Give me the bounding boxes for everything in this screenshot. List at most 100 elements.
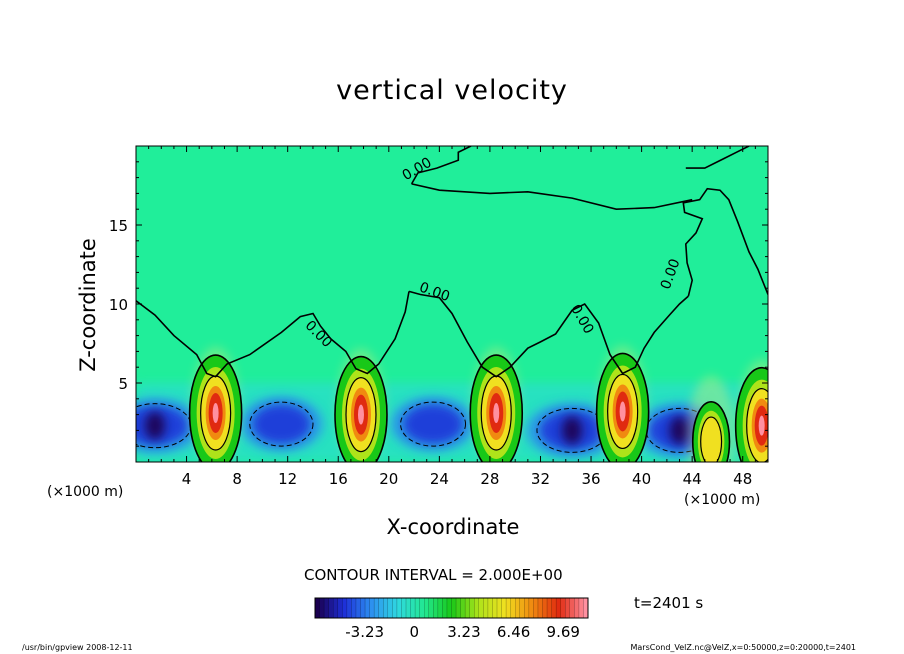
colorbar-cell — [519, 598, 525, 618]
colorbar-cell — [374, 598, 380, 618]
colorbar-cell — [460, 598, 466, 618]
colorbar-cell — [360, 598, 366, 618]
colorbar-cell — [560, 598, 566, 618]
colorbar-cell — [378, 598, 384, 618]
colorbar-cell — [428, 598, 434, 618]
x-tick-label: 12 — [278, 470, 297, 488]
colorbar-cell — [383, 598, 389, 618]
updraft-core — [758, 415, 765, 436]
colorbar-cell — [319, 598, 325, 618]
downdraft-core — [562, 416, 583, 445]
colorbar-cell — [569, 598, 575, 618]
updraft-contour-inner — [607, 373, 639, 450]
colorbar-tick-label: 0 — [410, 623, 420, 641]
colorbar-cell — [474, 598, 480, 618]
x-tick-label: 32 — [531, 470, 550, 488]
zero-contour — [682, 187, 768, 297]
footer-right: MarsCond_VelZ.nc@VelZ,x=0:50000,z=0:2000… — [630, 643, 857, 652]
zero-contour — [411, 183, 693, 211]
zero-contour — [408, 290, 689, 378]
colorbar-cell — [396, 598, 402, 618]
colorbar-cell — [442, 598, 448, 618]
x-axis-label: X-coordinate — [386, 515, 520, 539]
updraft-contour — [469, 354, 524, 462]
colorbar-cell — [406, 598, 412, 618]
colorbar-cell — [456, 598, 462, 618]
chart-title: vertical velocity — [336, 75, 568, 106]
colorbar-tick-label: -3.23 — [345, 623, 384, 641]
footer-left: /usr/bin/gpview 2008-12-11 — [22, 643, 133, 652]
updraft-contour — [334, 355, 388, 462]
downdraft-mid — [402, 404, 464, 445]
colorbar-cell — [556, 598, 562, 618]
x-tick-label: 16 — [329, 470, 348, 488]
colorbar-cell — [515, 598, 521, 618]
updraft-ring-yellow — [700, 417, 722, 462]
colorbar-cell — [492, 598, 498, 618]
x-tick-label: 36 — [581, 470, 600, 488]
colorbar-cell — [565, 598, 571, 618]
downdraft-contour — [249, 401, 314, 447]
colorbar-cell — [337, 598, 343, 618]
updraft-contour-inner — [746, 388, 768, 462]
x-tick-label: 40 — [632, 470, 651, 488]
downdraft-core — [669, 416, 690, 445]
colorbar-cell — [551, 598, 557, 618]
colorbar-tick-label: 9.69 — [547, 623, 580, 641]
colorbar-cell — [333, 598, 339, 618]
colorbar-cell — [506, 598, 512, 618]
colorbar-cell — [478, 598, 484, 618]
colorbar-cell — [392, 598, 398, 618]
colorbar-cell — [424, 598, 430, 618]
colorbar-tick-label: 6.46 — [497, 623, 530, 641]
colorbar-cell — [528, 598, 534, 618]
plot-area: 0.000.000.000.000.004 8 12 16 20 24 28 32 36 40 44… — [109, 145, 769, 488]
colorbar-cell — [419, 598, 425, 618]
y-tick-label: 5 — [118, 375, 128, 393]
colorbar-cell — [387, 598, 393, 618]
colorbar-cell — [574, 598, 580, 618]
zero-contour — [136, 291, 410, 378]
updraft-core — [357, 404, 364, 425]
colorbar-cell — [578, 598, 584, 618]
x-tick-label: 4 — [182, 470, 192, 488]
colorbar-cell — [501, 598, 507, 618]
colorbar-cell — [355, 598, 361, 618]
colorbar-cell — [524, 598, 530, 618]
zero-contour — [410, 146, 472, 185]
colorbar-cell — [487, 598, 493, 618]
x-tick-label: 48 — [733, 470, 752, 488]
colorbar-cell — [547, 598, 553, 618]
updraft-core — [493, 403, 500, 424]
colorbar-cell — [451, 598, 457, 618]
colorbar-cell — [510, 598, 516, 618]
colorbar-cell — [533, 598, 539, 618]
colorbar-cell — [497, 598, 503, 618]
updraft-core — [212, 403, 219, 424]
downdraft-contour — [400, 401, 467, 447]
colorbar-cell — [365, 598, 371, 618]
updraft-contour — [188, 354, 243, 462]
colorbar-cell — [583, 598, 589, 618]
updraft-contour-inner — [345, 377, 377, 453]
colorbar-cell — [415, 598, 421, 618]
colorbar-tick-label: 3.23 — [447, 623, 480, 641]
field-layer: 0.000.000.000.000.00 — [136, 146, 768, 462]
colorbar-cell — [433, 598, 439, 618]
colorbar-cell — [315, 598, 321, 618]
colorbar-cell — [324, 598, 330, 618]
x-tick-label: 28 — [480, 470, 499, 488]
colorbar-cell — [542, 598, 548, 618]
colorbar-cell — [437, 598, 443, 618]
zero-contour — [685, 146, 750, 169]
colorbar: -3.23 0 3.23 6.46 9.69 — [314, 597, 589, 641]
y-tick-label: 15 — [109, 217, 128, 235]
updraft-contour-inner — [700, 416, 723, 462]
colorbar-cell — [328, 598, 334, 618]
x-tick-label: 20 — [379, 470, 398, 488]
updraft-contour — [595, 352, 650, 462]
colorbar-cell — [410, 598, 416, 618]
x-tick-label: 8 — [232, 470, 242, 488]
updraft-core — [619, 401, 626, 422]
x-tick-label: 24 — [430, 470, 449, 488]
